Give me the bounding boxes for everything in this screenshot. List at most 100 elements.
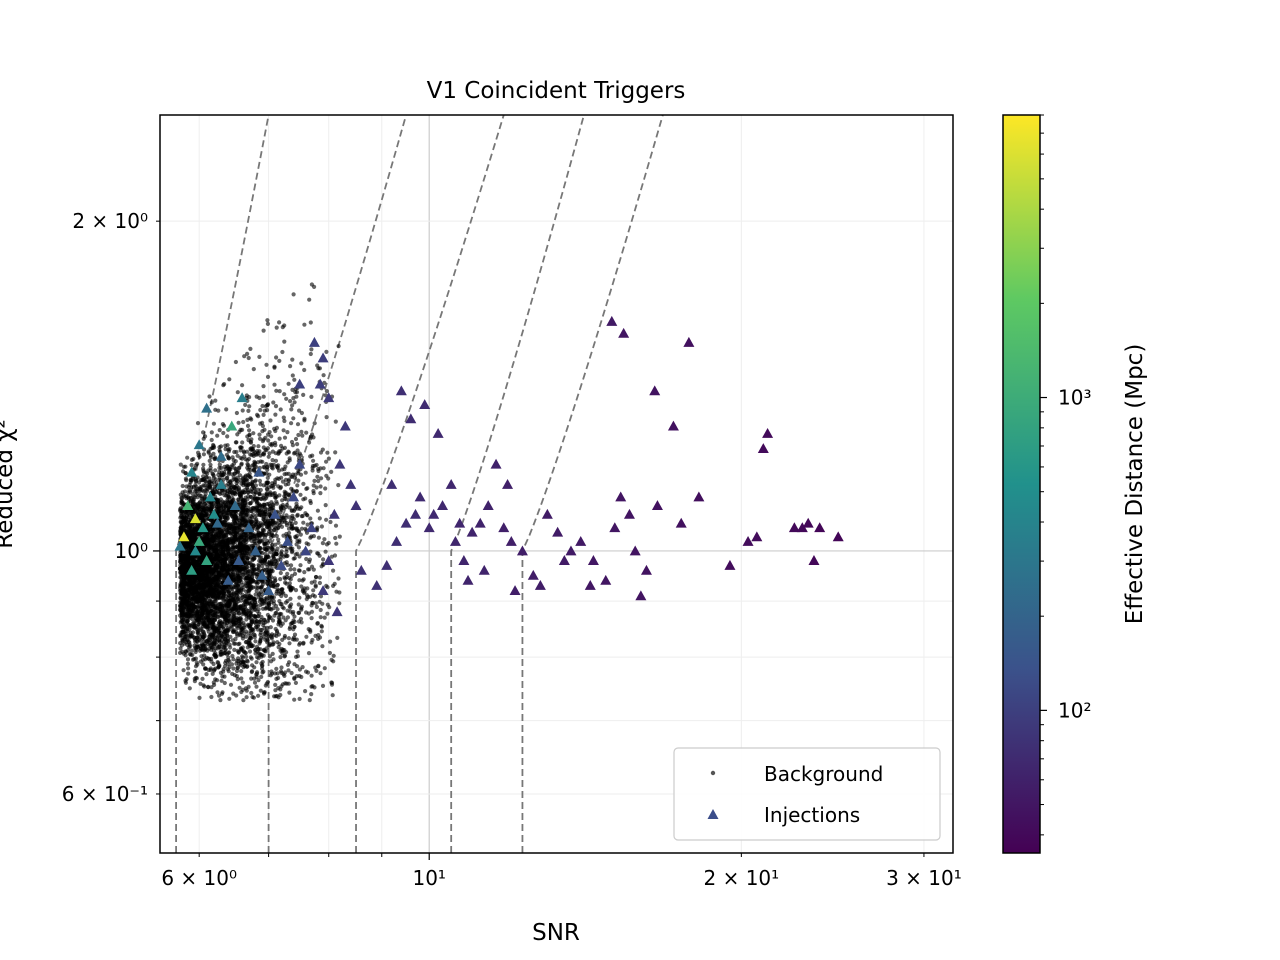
background-point	[244, 695, 249, 700]
background-point	[299, 505, 304, 510]
background-point	[305, 522, 310, 527]
background-point	[316, 663, 321, 669]
background-point	[254, 684, 259, 689]
background-point	[280, 498, 285, 503]
background-point	[282, 575, 287, 580]
background-point	[270, 458, 275, 463]
background-point	[310, 463, 315, 469]
background-point	[179, 515, 184, 520]
background-point	[179, 630, 184, 635]
background-point	[235, 665, 240, 671]
background-point	[315, 474, 320, 479]
background-point	[302, 570, 307, 575]
background-point	[245, 423, 251, 428]
background-point	[279, 549, 284, 554]
background-point	[266, 616, 271, 621]
background-point	[268, 562, 273, 567]
background-point	[245, 485, 250, 490]
background-point	[292, 400, 297, 405]
background-point	[258, 597, 264, 602]
background-point	[260, 423, 265, 429]
background-point	[269, 558, 274, 563]
background-point	[302, 367, 307, 373]
background-point	[290, 357, 295, 362]
background-point	[235, 677, 240, 682]
background-point	[227, 659, 232, 664]
background-point	[256, 607, 261, 612]
background-point	[252, 571, 257, 576]
background-point	[333, 450, 338, 455]
background-point	[209, 400, 214, 405]
background-point	[264, 480, 269, 485]
background-point	[277, 436, 282, 441]
background-point	[222, 493, 227, 498]
background-point	[299, 584, 304, 589]
background-point	[281, 606, 286, 611]
background-point	[260, 420, 265, 425]
background-point	[205, 594, 210, 599]
background-point	[307, 440, 312, 445]
background-point	[275, 607, 280, 612]
background-point	[333, 535, 338, 541]
background-point	[269, 550, 274, 555]
background-point	[250, 694, 255, 700]
background-point	[185, 657, 191, 662]
background-point	[322, 537, 327, 542]
background-point	[183, 476, 188, 481]
background-point	[293, 520, 298, 526]
background-point	[245, 514, 250, 520]
background-point	[209, 430, 214, 435]
chart-title: V1 Coincident Triggers	[427, 78, 686, 104]
background-point	[282, 323, 287, 328]
background-point	[261, 690, 266, 695]
background-point	[304, 486, 309, 491]
background-point	[276, 537, 281, 542]
background-point	[273, 404, 279, 409]
background-point	[234, 693, 239, 698]
background-point	[276, 686, 281, 691]
background-point	[319, 476, 324, 481]
background-point	[232, 606, 237, 611]
background-point	[297, 696, 302, 702]
background-point	[287, 456, 292, 461]
background-point	[316, 478, 321, 484]
background-point	[297, 595, 302, 600]
background-point	[269, 671, 274, 676]
background-point	[268, 625, 273, 630]
threshold-line	[450, 115, 585, 853]
background-point	[255, 585, 260, 590]
background-point	[260, 659, 265, 665]
background-point	[238, 526, 243, 531]
background-point	[269, 659, 274, 664]
background-point	[307, 567, 312, 572]
background-point	[285, 608, 290, 613]
background-point	[291, 416, 296, 421]
background-point	[311, 588, 316, 593]
background-point	[289, 421, 294, 426]
background-point	[304, 596, 309, 602]
background-point	[308, 535, 313, 540]
background-point	[256, 538, 261, 543]
background-point	[264, 362, 269, 367]
background-point	[233, 440, 238, 445]
background-point	[249, 417, 254, 422]
threshold-line	[355, 115, 505, 853]
background-point	[281, 533, 286, 538]
background-point	[251, 444, 256, 449]
background-point	[323, 549, 328, 554]
background-points	[177, 282, 342, 703]
background-point	[275, 561, 280, 566]
background-point	[241, 609, 246, 614]
background-point	[291, 635, 296, 640]
background-point	[260, 459, 265, 464]
background-point	[278, 577, 283, 582]
background-point	[302, 416, 307, 421]
background-point	[301, 392, 306, 397]
background-point	[205, 488, 210, 493]
background-point	[201, 477, 207, 482]
background-point	[184, 677, 189, 682]
background-point	[329, 554, 334, 559]
background-point	[257, 491, 262, 496]
background-point	[193, 664, 199, 669]
background-point	[286, 481, 291, 487]
